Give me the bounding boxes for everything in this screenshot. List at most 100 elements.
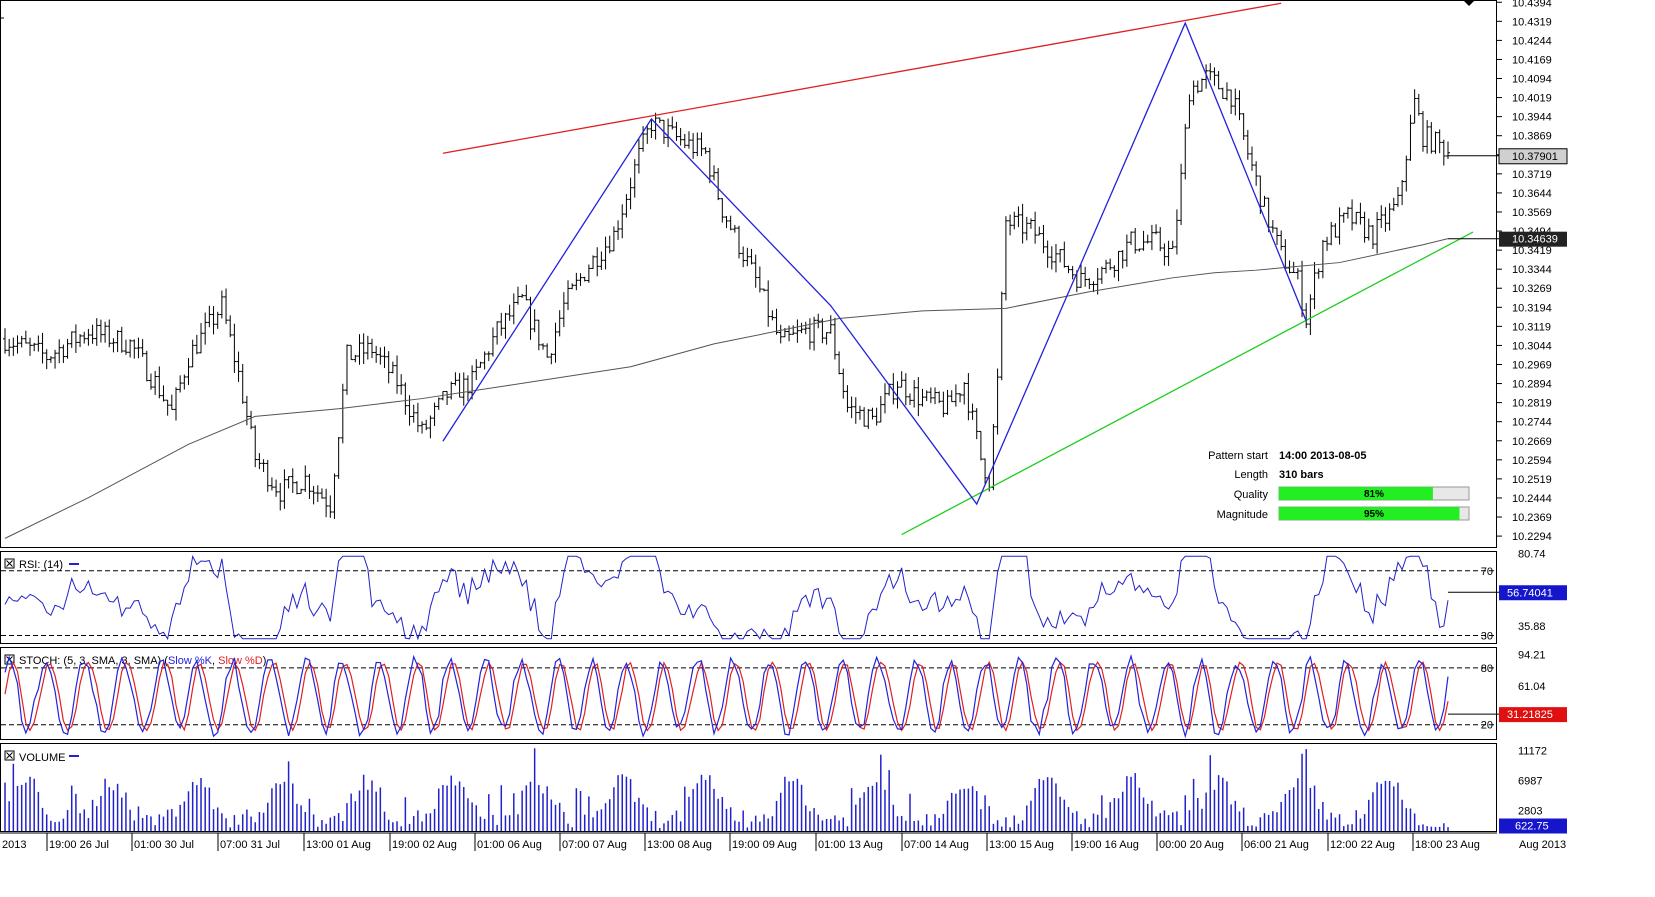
price-axis-tick-label: 10.3644 bbox=[1512, 188, 1552, 200]
time-axis-label: 07:00 31 Jul bbox=[220, 839, 280, 851]
price-axis-tick-label: 10.2744 bbox=[1512, 417, 1552, 429]
stoch-paren-open: ( bbox=[161, 655, 168, 667]
rsi-current-value: 56.74041 bbox=[1507, 587, 1553, 599]
time-axis-label: 19:00 09 Aug bbox=[732, 839, 797, 851]
volume-axis-tick-bottom: 2803 bbox=[1518, 806, 1542, 818]
time-axis: 2013 19:00 26 Jul 01:00 30 Jul 07:00 31 Jul… bbox=[0, 832, 1566, 851]
price-axis-tick-label: 10.3119 bbox=[1512, 321, 1551, 333]
time-axis-label: 07:00 14 Aug bbox=[904, 839, 969, 851]
time-axis-label: 12:00 22 Aug bbox=[1330, 839, 1395, 851]
ma-price-box bbox=[1499, 231, 1567, 247]
pattern-zigzag-line bbox=[442, 21, 1307, 506]
price-axis-tick-label: 10.3269 bbox=[1512, 283, 1552, 295]
stoch-axis-tick-top: 94.21 bbox=[1518, 649, 1546, 661]
time-axis-label: 2013 bbox=[2, 839, 26, 851]
price-axis-tick-label: 10.4319 bbox=[1512, 16, 1552, 28]
stoch-d-line bbox=[4, 660, 1449, 732]
time-axis-label: 13:00 01 Aug bbox=[306, 839, 371, 851]
price-axis-tick-label: 10.2519 bbox=[1512, 474, 1552, 486]
stoch-current-value: 31.21825 bbox=[1507, 709, 1553, 721]
time-axis-label: 07:00 07 Aug bbox=[562, 839, 627, 851]
price-axis-tick-label: 10.4244 bbox=[1512, 35, 1552, 47]
price-axis-tick-label: 10.3569 bbox=[1512, 207, 1552, 219]
volume-axis-tick-middle: 6987 bbox=[1518, 776, 1542, 788]
price-axis: 10.4394 10.4319 10.4244 10.4169 10.4094 10.40… bbox=[1497, 0, 1552, 543]
rsi-title: RSI: (14) bbox=[19, 559, 63, 571]
time-axis-label: 19:00 02 Aug bbox=[392, 839, 457, 851]
magnitude-bar-fill bbox=[1279, 507, 1460, 520]
price-axis-tick-label: 10.2444 bbox=[1512, 493, 1552, 505]
time-axis-label: 01:00 13 Aug bbox=[818, 839, 883, 851]
price-axis-tick-label: 10.2819 bbox=[1512, 398, 1552, 410]
time-axis-label: 19:00 16 Aug bbox=[1074, 839, 1139, 851]
ma-price-label: 10.34639 bbox=[1512, 234, 1558, 246]
price-axis-tick-label: 10.2969 bbox=[1512, 359, 1552, 371]
time-axis-label: 00:00 20 Aug bbox=[1159, 839, 1224, 851]
price-axis-tick-label: 10.4019 bbox=[1512, 93, 1552, 105]
stoch-level-20-label: 20 bbox=[1481, 720, 1493, 732]
current-price-box bbox=[1498, 148, 1568, 165]
volume-axis-tick-top: 11172 bbox=[1518, 745, 1547, 757]
pattern-start-label: Pattern start bbox=[1208, 450, 1268, 462]
price-axis-tick-label: 10.3719 bbox=[1512, 169, 1552, 181]
price-axis-tick-label: 10.3419 bbox=[1512, 245, 1552, 257]
time-axis-label: 01:00 06 Aug bbox=[477, 839, 542, 851]
rsi-line bbox=[4, 554, 1449, 641]
stoch-panel-frame bbox=[0, 647, 1497, 740]
rsi-current-box bbox=[1499, 585, 1567, 601]
length-value: 310 bars bbox=[1279, 469, 1324, 481]
rsi-level-30-label: 30 bbox=[1481, 631, 1493, 643]
price-axis-tick-label: 10.2669 bbox=[1512, 436, 1552, 448]
time-axis-label: 18:00 23 Aug bbox=[1415, 839, 1480, 851]
length-label: Length bbox=[1234, 469, 1268, 481]
stoch-axis-tick-middle: 61.04 bbox=[1518, 681, 1546, 693]
time-axis-label: 13:00 08 Aug bbox=[647, 839, 712, 851]
support-trendline bbox=[901, 231, 1474, 536]
price-axis-tick-label: 10.2894 bbox=[1512, 379, 1552, 391]
price-panel-frame bbox=[0, 0, 1497, 548]
price-axis-tick-label: 10.3869 bbox=[1512, 131, 1552, 143]
stoch-d-label: Slow %D bbox=[218, 655, 263, 667]
price-axis-tick-label: 10.3194 bbox=[1512, 302, 1552, 314]
volume-current-value: 622.75 bbox=[1515, 820, 1549, 832]
stoch-paren-close: ) bbox=[263, 655, 267, 667]
collapse-arrow-icon[interactable] bbox=[1463, 0, 1475, 6]
stoch-title-line: STOCH: (5, 3, SMA, 3, SMA) (Slow %K, Slo… bbox=[19, 655, 266, 667]
volume-panel: VOLUME 11172 6987 2803 622.75 bbox=[4, 745, 1567, 834]
ma-price-marker: 10.34639 bbox=[1448, 231, 1567, 247]
stoch-panel: STOCH: (5, 3, SMA, 3, SMA) (Slow %K, Slo… bbox=[1, 649, 1567, 739]
magnitude-percent: 95% bbox=[1364, 509, 1384, 520]
panel-frames bbox=[0, 0, 1497, 832]
close-icon bbox=[6, 560, 13, 567]
rsi-axis-tick-top: 80.74 bbox=[1518, 548, 1546, 560]
price-axis-tick-label: 10.4394 bbox=[1512, 0, 1552, 9]
close-icon bbox=[6, 752, 13, 759]
time-axis-label: 13:00 15 Aug bbox=[989, 839, 1054, 851]
time-axis-label: 01:00 30 Jul bbox=[134, 839, 194, 851]
time-axis-label: Aug 2013 bbox=[1519, 839, 1566, 851]
rsi-panel: RSI: (14) 70 30 80.74 35.88 56.74041 bbox=[1, 548, 1567, 643]
volume-title: VOLUME bbox=[19, 752, 65, 764]
pattern-info-box: Pattern start 14:00 2013-08-05 Length 31… bbox=[1208, 450, 1470, 521]
time-axis-label: 06:00 21 Aug bbox=[1244, 839, 1309, 851]
quality-label: Quality bbox=[1234, 489, 1269, 501]
pattern-start-value: 14:00 2013-08-05 bbox=[1279, 450, 1366, 462]
stoch-k-line bbox=[4, 653, 1449, 739]
price-axis-tick-label: 10.2594 bbox=[1512, 455, 1552, 467]
stoch-current-box bbox=[1499, 707, 1567, 723]
stoch-k-label: Slow %K bbox=[168, 655, 213, 667]
rsi-panel-frame bbox=[0, 551, 1497, 644]
stoch-level-80-label: 80 bbox=[1481, 663, 1493, 675]
rsi-axis-tick-bottom: 35.88 bbox=[1518, 621, 1546, 633]
volume-bars bbox=[4, 748, 1449, 831]
price-axis-tick-label: 10.4094 bbox=[1512, 74, 1552, 86]
current-price-label: 10.37901 bbox=[1512, 151, 1558, 163]
time-axis-label: 19:00 26 Jul bbox=[49, 839, 109, 851]
price-candles bbox=[3, 63, 1450, 519]
volume-panel-frame bbox=[0, 743, 1497, 832]
magnitude-label: Magnitude bbox=[1217, 509, 1268, 521]
rsi-level-70-label: 70 bbox=[1481, 566, 1493, 578]
price-axis-tick-label: 10.4169 bbox=[1512, 54, 1552, 66]
price-axis-tick-label: 10.3344 bbox=[1512, 264, 1552, 276]
